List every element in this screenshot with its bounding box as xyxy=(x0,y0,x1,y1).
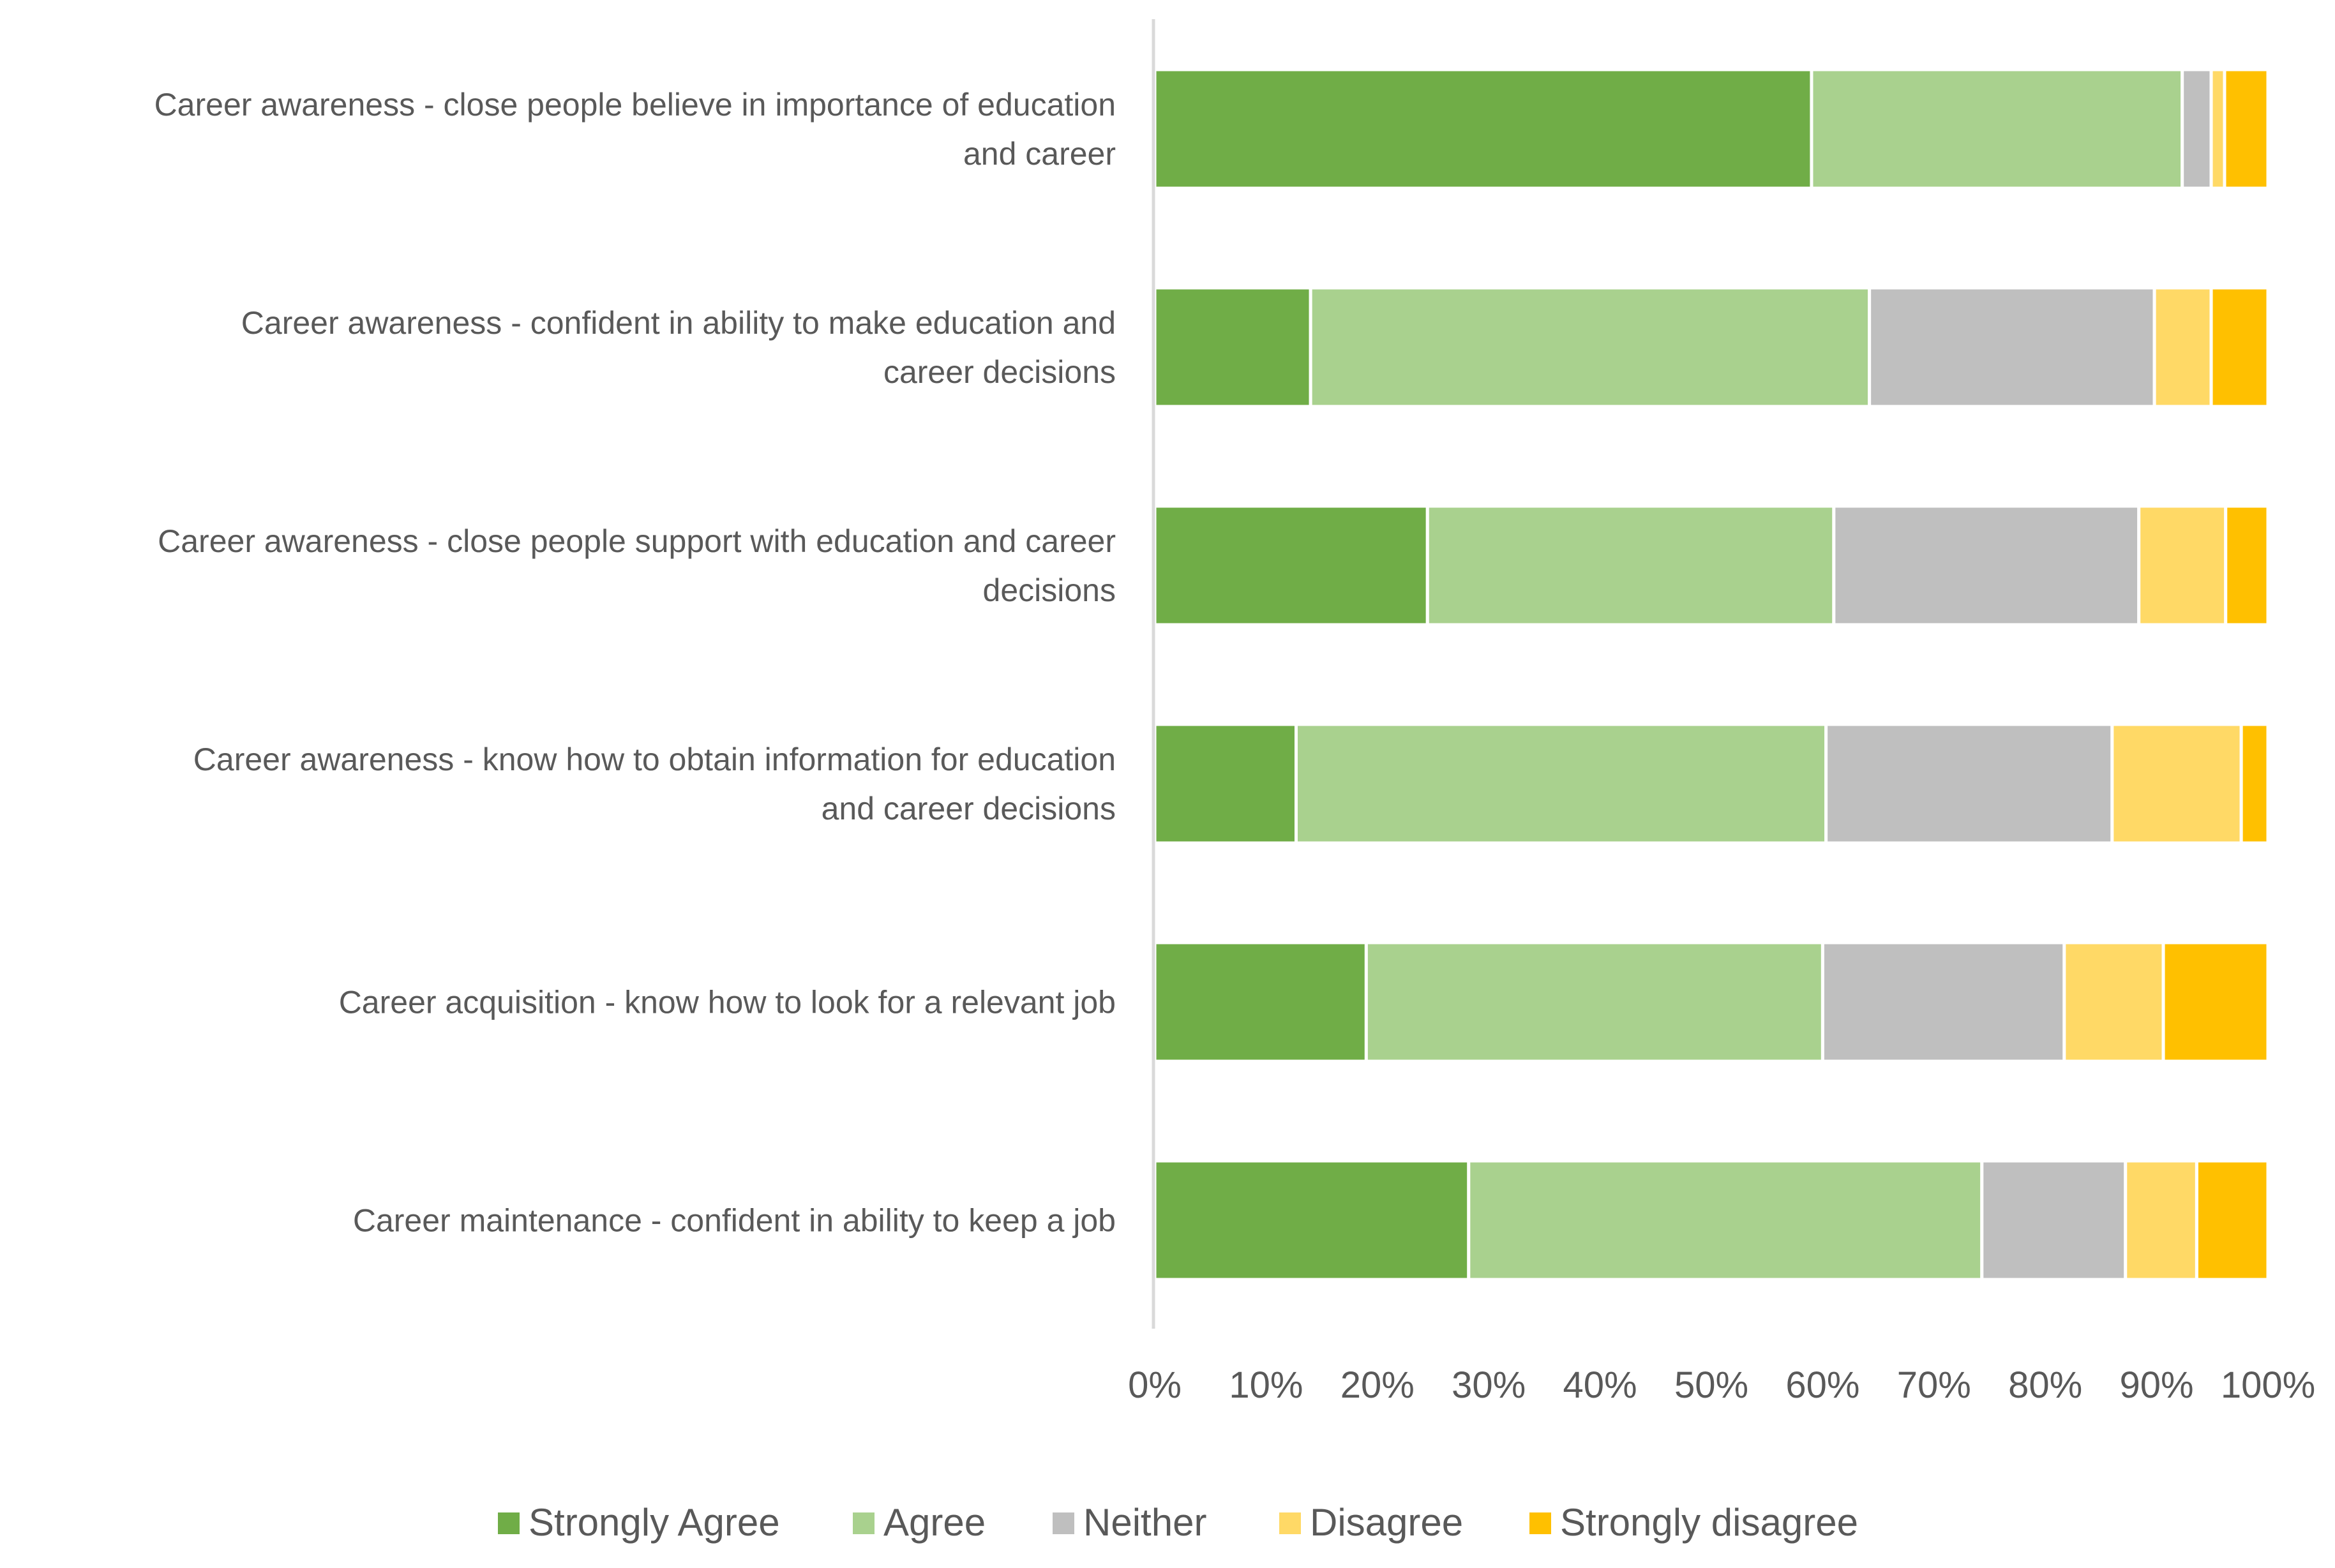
bar-segment-neither xyxy=(1980,1159,2128,1281)
category-label: Career acquisition - know how to look fo… xyxy=(339,985,1116,1020)
bar-segment-strongly-disagree xyxy=(2195,1159,2270,1281)
bar-segment-strongly-agree xyxy=(1153,1159,1471,1281)
category-label: Career maintenance - confident in abilit… xyxy=(353,1203,1116,1239)
bar-segment-agree xyxy=(1425,504,1836,627)
x-axis-tick-labels: 0% 10% 20% 30% 40% 50% 60% 70% 80% 90% 100% xyxy=(1128,1364,2315,1406)
x-tick-label: 50% xyxy=(1674,1364,1748,1406)
legend-swatch xyxy=(498,1512,520,1534)
legend-label: Neither xyxy=(1083,1501,1206,1544)
legend-label: Strongly disagree xyxy=(1560,1501,1858,1544)
bar-segment-neither xyxy=(1832,504,2141,627)
bar-segment-disagree xyxy=(2110,722,2243,845)
bar-segment-agree xyxy=(1309,286,1872,408)
bar-segment-strongly-agree xyxy=(1153,286,1312,408)
category-label: Career awareness - know how to obtain in… xyxy=(193,742,1116,777)
bar-segment-neither xyxy=(1824,722,2114,845)
legend-swatch xyxy=(1529,1512,1551,1534)
bar-segment-strongly-disagree xyxy=(2239,722,2270,845)
category-label: Career awareness - confident in ability … xyxy=(241,305,1116,341)
bar-segment-strongly-disagree xyxy=(2224,504,2270,627)
x-tick-label: 90% xyxy=(2120,1364,2194,1406)
category-label: Career awareness - close people believe … xyxy=(154,87,1116,123)
x-tick-label: 40% xyxy=(1563,1364,1637,1406)
legend-label: Agree xyxy=(883,1501,986,1544)
bar-segment-agree xyxy=(1294,722,1828,845)
x-tick-label: 10% xyxy=(1229,1364,1303,1406)
bar-group xyxy=(1153,68,2270,1281)
bar-segment-strongly-disagree xyxy=(2161,941,2270,1063)
category-label: decisions xyxy=(983,572,1116,608)
bar-segment-disagree xyxy=(2124,1159,2198,1281)
bar-segment-disagree xyxy=(2152,286,2213,408)
bar-segment-agree xyxy=(1810,68,2184,190)
legend-swatch xyxy=(1053,1512,1074,1534)
bar-segment-neither xyxy=(1868,286,2156,408)
legend-swatch xyxy=(853,1512,875,1534)
legend-swatch xyxy=(1279,1512,1301,1534)
x-tick-label: 60% xyxy=(1785,1364,1859,1406)
bar-segment-strongly-agree xyxy=(1153,722,1298,845)
x-tick-label: 30% xyxy=(1452,1364,1526,1406)
legend: Strongly Agree Agree Neither Disagree Strong… xyxy=(498,1501,1858,1544)
bar-segment-strongly-agree xyxy=(1153,941,1368,1063)
bar-segment-neither xyxy=(2181,68,2213,190)
x-tick-label: 20% xyxy=(1340,1364,1415,1406)
legend-label: Disagree xyxy=(1310,1501,1463,1544)
bar-segment-strongly-disagree xyxy=(2209,286,2270,408)
x-tick-label: 0% xyxy=(1128,1364,1182,1406)
category-labels: Career awareness - close people believe … xyxy=(154,87,1116,1239)
bar-segment-strongly-agree xyxy=(1153,504,1429,627)
category-label: career decisions xyxy=(883,354,1116,390)
x-tick-label: 100% xyxy=(2221,1364,2315,1406)
bar-segment-strongly-agree xyxy=(1153,68,1813,190)
bar-segment-neither xyxy=(1821,941,2066,1063)
bar-segment-strongly-disagree xyxy=(2223,68,2270,190)
category-label: and career xyxy=(963,136,1116,172)
bar-segment-agree xyxy=(1467,1159,1984,1281)
x-tick-label: 80% xyxy=(2008,1364,2082,1406)
bar-segment-disagree xyxy=(2137,504,2228,627)
category-label: and career decisions xyxy=(822,791,1116,826)
bar-segment-disagree xyxy=(2209,68,2226,190)
bar-segment-agree xyxy=(1364,941,1824,1063)
bar-segment-disagree xyxy=(2062,941,2165,1063)
legend-label: Strongly Agree xyxy=(529,1501,780,1544)
x-tick-label: 70% xyxy=(1897,1364,1971,1406)
category-label: Career awareness - close people support … xyxy=(158,523,1116,559)
